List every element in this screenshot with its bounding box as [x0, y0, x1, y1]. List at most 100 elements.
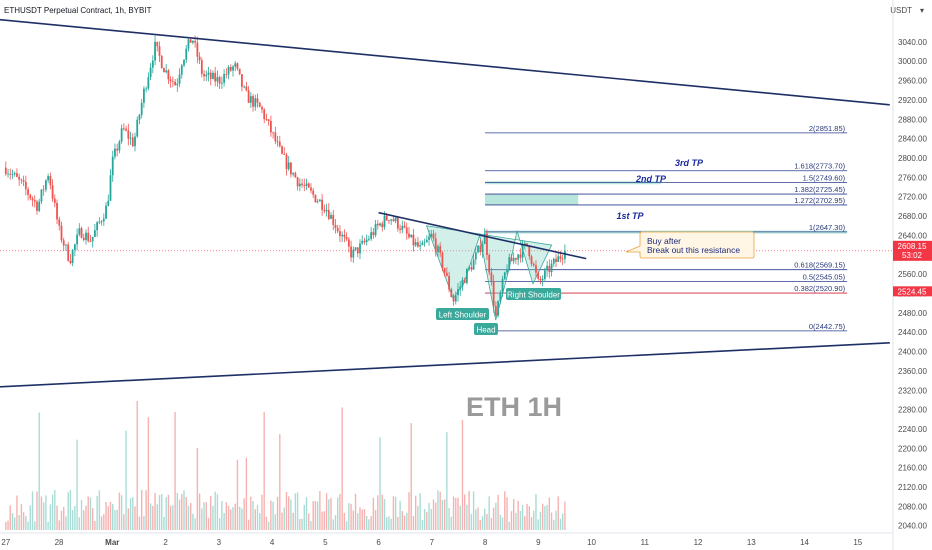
y-tick-label: 3040.00	[898, 38, 927, 47]
breakout-callout[interactable]: Buy after Break out this resistance	[625, 231, 755, 259]
volume-bar	[452, 496, 455, 530]
candle-body	[396, 217, 399, 229]
volume-bar	[40, 496, 43, 530]
candle-body	[245, 86, 248, 91]
volume-bar	[441, 500, 444, 530]
volume-bar	[267, 521, 270, 530]
candle-body	[156, 41, 159, 47]
volume-bar	[553, 519, 555, 530]
candle-body	[392, 219, 395, 222]
candle-body	[523, 243, 526, 245]
volume-bar	[490, 517, 493, 530]
volume-bar	[261, 494, 263, 530]
candle-body	[503, 272, 506, 279]
candle-body	[125, 128, 127, 131]
candle-body	[430, 233, 433, 237]
volume-bar	[87, 496, 89, 530]
y-tick-label: 2920.00	[898, 96, 927, 105]
volume-bar	[274, 514, 277, 530]
candle-body	[381, 223, 384, 228]
candle-body	[196, 42, 199, 57]
candle-body	[116, 148, 119, 151]
volume-bar	[129, 498, 132, 530]
volume-bar	[296, 492, 299, 530]
candle-body	[483, 233, 486, 245]
candle-body	[111, 156, 114, 176]
chevron-down-icon[interactable]: ▾	[920, 6, 924, 15]
candle-body	[234, 63, 237, 67]
candle-body	[310, 187, 312, 191]
candle-body	[374, 223, 377, 236]
candle-body	[479, 245, 482, 253]
candle-body	[236, 63, 239, 69]
reference-price-tag[interactable]: 2524.45	[893, 286, 932, 297]
volume-bar	[232, 507, 234, 530]
candle-body	[33, 200, 36, 202]
candle-body	[120, 128, 123, 142]
volume-bar	[25, 515, 27, 530]
candle-body	[114, 148, 116, 157]
volume-bar	[125, 430, 127, 530]
volume-bar	[537, 519, 539, 530]
volume-bar	[439, 491, 441, 530]
candle-body	[292, 173, 295, 175]
candle-body	[537, 272, 540, 279]
candle-body	[454, 295, 457, 302]
candle-body	[100, 221, 103, 223]
candle-body	[390, 219, 393, 221]
volume-bar	[521, 505, 524, 530]
fibonacci-levels[interactable]: 0(2442.75) 0.382(2520.90) 0.5(2545.05) 0.61…	[0, 124, 893, 332]
volume-bar	[504, 491, 506, 530]
candle-body	[220, 82, 223, 84]
candle-body	[301, 183, 303, 186]
candle-body	[341, 234, 344, 237]
candle-body	[434, 238, 437, 253]
candle-body	[388, 220, 390, 222]
candle-body	[521, 244, 524, 258]
volume-bar	[69, 490, 72, 530]
volume-bar	[161, 494, 163, 530]
volume-bar	[372, 497, 375, 530]
x-tick-label: 6	[376, 538, 381, 547]
volume-bar	[423, 509, 426, 530]
volume-bar	[539, 511, 542, 530]
fib-level-label: 1.382(2725.45)	[794, 185, 845, 194]
candle-body	[138, 114, 141, 120]
volume-bar	[283, 507, 285, 530]
volume-bar	[31, 491, 34, 530]
volume-bar	[192, 513, 194, 530]
volume-bar	[178, 499, 181, 530]
candle-body	[107, 200, 110, 206]
x-axis[interactable]: 27 28 Mar 2 3 4 5 6 7 8 9 10 11 12 13 14 15	[1, 538, 862, 547]
volume-bar	[225, 502, 228, 530]
last-price-tag[interactable]: 2608.15 53:02	[893, 240, 932, 261]
candle-body	[78, 228, 81, 235]
fib-level-label: 1(2647.30)	[809, 223, 846, 232]
candle-body	[437, 246, 439, 253]
trendlines[interactable]	[0, 18, 890, 388]
candle-body	[247, 90, 250, 103]
candle-body	[443, 268, 446, 273]
volume-bar	[319, 491, 321, 530]
candle-body	[363, 240, 366, 243]
volume-bar	[212, 505, 214, 530]
fib-level-label: 0.5(2545.05)	[803, 272, 846, 281]
volume-bar	[54, 490, 56, 530]
candle-body	[470, 267, 473, 270]
y-axis[interactable]: 2040.00 2080.00 2120.00 2160.00 2200.00 2240.…	[898, 38, 927, 531]
volume-bar	[348, 503, 350, 530]
volume-bar	[256, 504, 259, 530]
candle-body	[361, 240, 364, 244]
volume-bar	[399, 500, 401, 530]
volume-bar	[118, 492, 121, 530]
volume-bar	[236, 459, 239, 530]
volume-bar	[466, 504, 468, 530]
volume-bar	[561, 513, 564, 530]
volume-bar	[406, 512, 408, 530]
candle-body	[60, 225, 63, 241]
candle-body	[212, 72, 214, 79]
candle-body	[98, 221, 101, 223]
volume-bar	[535, 493, 537, 530]
volume-bar	[198, 493, 201, 530]
